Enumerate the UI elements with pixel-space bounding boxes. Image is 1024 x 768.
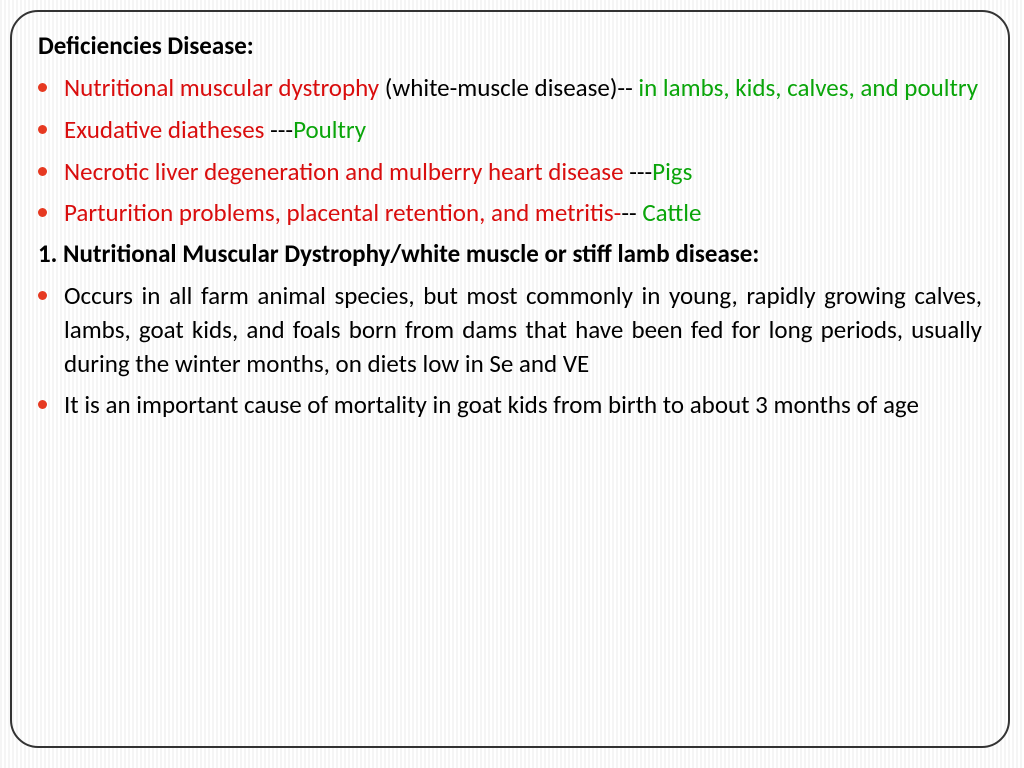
- list-item: Exudative diatheses ---Poultry: [38, 113, 982, 147]
- slide-frame: Deficiencies Disease: Nutritional muscul…: [10, 10, 1010, 748]
- disease-name: Necrotic liver degeneration and mulberry…: [64, 156, 629, 187]
- list-item: Necrotic liver degeneration and mulberry…: [38, 155, 982, 189]
- disease-name: Nutritional muscular dystrophy: [64, 72, 385, 103]
- species-text: in lambs, kids, calves, and poultry: [638, 72, 978, 103]
- separator-text: ---: [270, 114, 293, 145]
- species-text: Cattle: [642, 197, 701, 228]
- page-title: Deficiencies Disease:: [38, 30, 982, 61]
- section-heading: 1. Nutritional Muscular Dystrophy/white …: [38, 238, 982, 269]
- separator-text: ---: [629, 156, 652, 187]
- list-item: Nutritional muscular dystrophy (white-mu…: [38, 71, 982, 105]
- deficiency-list: Nutritional muscular dystrophy (white-mu…: [38, 71, 982, 230]
- separator-text: --: [621, 197, 642, 228]
- disease-paren: (white-muscle disease)--: [385, 72, 639, 103]
- body-list: Occurs in all farm animal species, but m…: [38, 279, 982, 422]
- list-item: Parturition problems, placental retentio…: [38, 196, 982, 230]
- body-text: Occurs in all farm animal species, but m…: [64, 280, 982, 379]
- species-text: Pigs: [652, 156, 692, 187]
- species-text: Poultry: [293, 114, 366, 145]
- disease-name: Exudative diatheses: [64, 114, 270, 145]
- section-heading-text: 1. Nutritional Muscular Dystrophy/white …: [38, 238, 982, 269]
- list-item: Occurs in all farm animal species, but m…: [38, 279, 982, 380]
- body-text: It is an important cause of mortality in…: [64, 389, 919, 420]
- disease-name: Parturition problems, placental retentio…: [64, 197, 621, 228]
- list-item: It is an important cause of mortality in…: [38, 388, 982, 422]
